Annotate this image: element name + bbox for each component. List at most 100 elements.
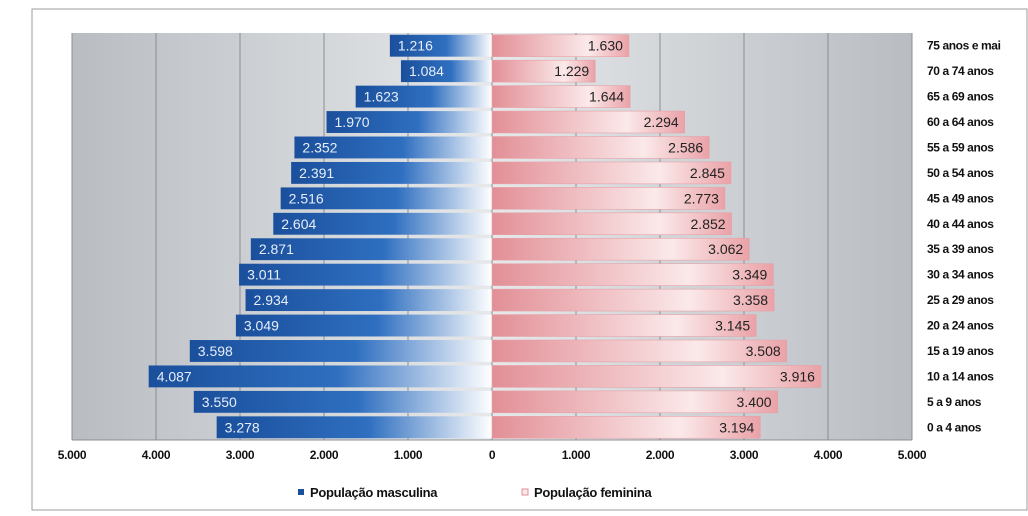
bar-male [294,136,492,159]
data-label-female: 3.145 [715,318,750,334]
data-label-female: 3.062 [708,241,743,257]
data-label-male: 3.550 [202,394,237,410]
bar-male [193,390,493,413]
bar-male [216,416,492,439]
category-axis-labels: 0 a 4 anos 5 a 9 anos 10 a 14 anos 15 a 19 … [927,39,1001,435]
data-label-male: 3.278 [225,419,260,435]
data-label-female: 3.349 [732,267,767,283]
data-label-male: 1.623 [364,89,399,105]
data-label-female: 2.294 [644,114,679,130]
bar-female [491,288,775,312]
data-label-female: 1.644 [589,89,624,105]
x-tick-label: 3.000 [730,448,759,462]
x-axis-tick-labels: 5.000 4.000 3.000 2.000 1.000 0 1.000 2.000 3.00… [58,448,927,462]
category-label: 50 a 54 anos [927,166,994,180]
bar-female [491,136,710,159]
bar-male [245,289,492,312]
x-tick-label: 3.000 [226,448,255,462]
category-label: 35 a 39 anos [927,242,994,256]
bar-male [148,365,492,388]
legend: População masculina População feminina [298,485,653,500]
data-label-male: 3.011 [247,267,281,283]
data-label-male: 2.871 [259,241,294,257]
data-label-male: 3.598 [198,343,233,359]
data-label-female: 3.508 [746,343,781,359]
category-label: 60 a 64 anos [927,115,994,129]
data-label-male: 2.391 [299,165,334,181]
category-label: 5 a 9 anos [927,395,982,409]
category-label: 30 a 34 anos [927,268,994,282]
bar-female [491,339,787,363]
category-label: 70 a 74 anos [927,64,994,78]
data-label-female: 1.630 [588,38,623,54]
bar-female [491,314,757,337]
bar-female [491,237,750,261]
data-label-female: 2.586 [668,139,703,155]
male-bars [148,34,493,439]
bar-female [491,365,822,388]
category-label: 20 a 24 anos [927,319,994,333]
category-label: 25 a 29 anos [927,293,994,307]
bar-male [239,263,492,286]
x-tick-label: 5.000 [58,448,87,462]
bar-male [400,60,492,83]
bar-male [189,340,492,362]
legend-swatch-female [521,488,529,496]
bar-female [491,34,630,57]
data-label-female: 3.916 [780,368,815,384]
data-label-male: 3.049 [244,318,279,334]
legend-label-male: População masculina [310,485,438,500]
x-tick-label: 4.000 [814,448,843,462]
x-tick-label: 0 [489,448,496,462]
data-label-female: 2.852 [691,216,726,232]
bar-male [326,111,492,133]
bar-female [491,161,732,185]
data-label-male: 2.516 [289,190,324,206]
data-label-male: 2.604 [281,216,316,232]
data-label-female: 1.229 [554,63,589,79]
category-label: 0 a 4 anos [927,420,982,434]
bar-female [491,390,778,414]
bar-female [491,85,631,108]
data-label-female: 2.845 [690,165,725,181]
data-label-female: 3.400 [737,394,772,410]
bar-male [273,212,492,235]
bar-female [491,59,596,83]
bar-male [235,314,492,337]
data-label-male: 1.084 [409,63,444,79]
category-label: 75 anos e mai [927,39,1001,53]
data-label-female: 3.358 [733,292,768,308]
bar-female [491,187,726,210]
category-label: 40 a 44 anos [927,217,994,231]
bar-male [250,238,492,261]
data-label-male: 2.352 [302,139,337,155]
legend-label-female: População feminina [534,485,652,500]
female-data-labels: 3.194 3.400 3.916 3.508 3.145 3.358 3.349 3.062… [554,38,815,436]
legend-swatch-male [298,489,304,495]
x-tick-label: 1.000 [562,448,591,462]
bar-female [491,110,685,134]
bar-male [389,34,492,57]
x-tick-label: 2.000 [310,448,339,462]
female-bars [491,34,822,439]
bar-female [491,212,732,236]
category-label: 65 a 69 anos [927,90,994,104]
category-label: 45 a 49 anos [927,191,994,205]
x-tick-label: 4.000 [142,448,171,462]
x-tick-label: 5.000 [898,448,927,462]
data-label-female: 2.773 [684,190,719,206]
male-data-labels: 3.278 3.550 4.087 3.598 3.049 2.934 3.011 2.871… [157,38,445,436]
category-label: 10 a 14 anos [927,369,994,383]
category-label: 55 a 59 anos [927,140,994,154]
data-label-male: 4.087 [157,368,192,384]
bar-male [355,85,492,108]
bar-male [280,187,492,210]
data-label-male: 2.934 [254,292,289,308]
x-tick-label: 1.000 [394,448,423,462]
bar-female [491,263,774,286]
data-label-female: 3.194 [719,419,754,435]
category-label: 15 a 19 anos [927,344,994,358]
data-label-male: 1.216 [398,38,433,54]
